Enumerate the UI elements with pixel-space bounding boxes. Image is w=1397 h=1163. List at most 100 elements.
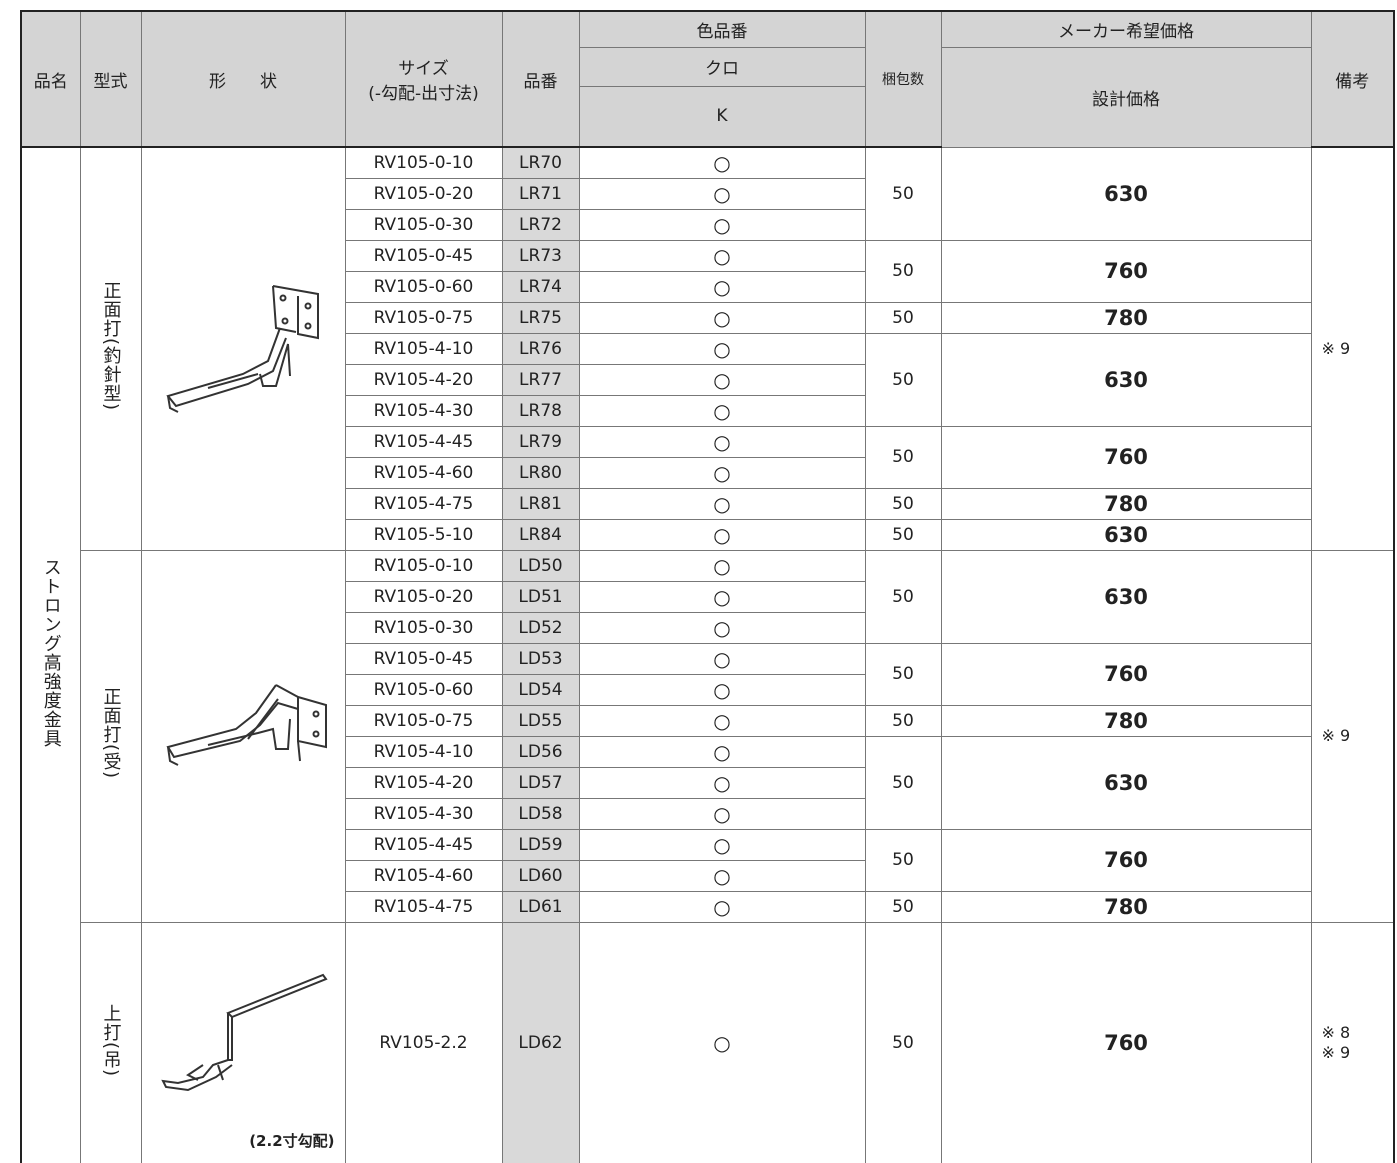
size: RV105-0-60	[344, 673, 503, 706]
size: RV105-0-75	[344, 704, 503, 737]
size: RV105-0-10	[344, 146, 503, 179]
qty: 50	[864, 518, 942, 551]
remarks-cell: ※ 9	[1310, 146, 1395, 551]
row: RV105-0-20 LD51 ○	[21, 580, 1394, 613]
row: RV105-0-30 LD52 ○	[21, 611, 1394, 644]
color-k: ○	[578, 704, 866, 737]
row: RV105-0-20 LR71 ○	[21, 177, 1394, 210]
code: LR77	[501, 363, 580, 396]
size: RV105-0-30	[344, 611, 503, 644]
price: 780	[940, 487, 1312, 520]
price: 760	[940, 425, 1312, 489]
size: RV105-4-60	[344, 859, 503, 892]
header-text: (-勾配-出寸法)	[368, 84, 479, 104]
color-k: ○	[578, 611, 866, 644]
qty: 50	[864, 704, 942, 737]
code: LR75	[501, 301, 580, 334]
code: LR74	[501, 270, 580, 303]
shape-caption: (2.2寸勾配)	[249, 1132, 335, 1150]
row: RV105-0-45 LD53 ○ 50 760	[21, 642, 1394, 706]
size: RV105-4-10	[344, 735, 503, 768]
size: RV105-4-45	[344, 828, 503, 861]
header-cell: メーカー希望価格	[940, 10, 1312, 48]
price: 780	[940, 890, 1312, 923]
row: RV105-4-45 LR79 ○ 50 760	[21, 425, 1394, 489]
header-cell: K	[578, 85, 866, 148]
shape-cell	[140, 146, 346, 551]
size: RV105-4-45	[344, 425, 503, 458]
row: RV105-4-10 LD56 ○ 50 630	[21, 735, 1394, 830]
remarks-cell: ※ 8 ※ 9	[1310, 921, 1395, 1163]
color-k: ○	[578, 642, 866, 675]
qty: 50	[864, 549, 942, 644]
color-k: ○	[578, 146, 866, 179]
size: RV105-4-20	[344, 766, 503, 799]
code: LR71	[501, 177, 580, 210]
code: LD60	[501, 859, 580, 892]
row: RV105-0-60 LR74 ○	[21, 270, 1394, 303]
remark: ※ 9	[1321, 726, 1351, 745]
color-k: ○	[578, 549, 866, 582]
type-cell: 上打(吊)	[79, 921, 142, 1163]
row: RV105-0-60 LD54 ○	[21, 673, 1394, 706]
remark: ※ 8	[1321, 1022, 1351, 1042]
price: 760	[940, 921, 1312, 1163]
color-k: ○	[578, 270, 866, 303]
code: LR84	[501, 518, 580, 551]
code: LD57	[501, 766, 580, 799]
color-k: ○	[578, 828, 866, 861]
product-name: ストロング高強度金具	[40, 558, 62, 748]
price: 630	[940, 332, 1312, 427]
size: RV105-0-45	[344, 642, 503, 675]
size: RV105-4-30	[344, 394, 503, 427]
size: RV105-0-20	[344, 580, 503, 613]
code: LD61	[501, 890, 580, 923]
size: RV105-0-20	[344, 177, 503, 210]
row: RV105-4-20 LD57 ○	[21, 766, 1394, 799]
size: RV105-0-45	[344, 239, 503, 272]
color-k: ○	[578, 177, 866, 210]
size: RV105-0-60	[344, 270, 503, 303]
code: LD53	[501, 642, 580, 675]
size: RV105-0-30	[344, 208, 503, 241]
header-cell: 品番	[501, 10, 580, 148]
code: LR72	[501, 208, 580, 241]
price: 780	[940, 704, 1312, 737]
remarks-cell: ※ 9	[1310, 549, 1395, 923]
row: RV105-4-60 LR80 ○	[21, 456, 1394, 489]
remark: ※ 9	[1321, 1042, 1351, 1062]
header-cell: 型式	[79, 10, 142, 148]
size: RV105-4-10	[344, 332, 503, 365]
shape-cell: (2.2寸勾配)	[140, 921, 346, 1163]
qty: 50	[864, 735, 942, 830]
row: RV105-0-45 LR73 ○ 50 760	[21, 239, 1394, 303]
size: RV105-5-10	[344, 518, 503, 551]
color-k: ○	[578, 766, 866, 799]
size: RV105-2.2	[344, 921, 503, 1163]
qty: 50	[864, 425, 942, 489]
row: RV105-4-45 LD59 ○ 50 760	[21, 828, 1394, 892]
color-k: ○	[578, 890, 866, 923]
row: RV105-4-10 LR76 ○ 50 630	[21, 332, 1394, 427]
code: LR79	[501, 425, 580, 458]
color-k: ○	[578, 425, 866, 458]
row: 正面打(受) RV105-0-10 LD50 ○ 50 630 ※ 9	[21, 549, 1395, 923]
shape-drawing	[142, 669, 344, 804]
row: RV105-4-75 LD61 ○ 50 780	[21, 890, 1394, 923]
color-k: ○	[578, 518, 866, 551]
type-cell: 正面打(釣針型)	[79, 146, 142, 551]
row: RV105-4-60 LD60 ○	[21, 859, 1394, 892]
row: ストロング高強度金具 正面打(釣針型) RV105-0-10 LR70 ○ 50 630 ※ …	[20, 146, 1395, 1163]
price: 760	[940, 828, 1312, 892]
price: 630	[940, 518, 1312, 551]
type: 正面打(受)	[100, 687, 122, 780]
row: RV105-5-10 LR84 ○ 50 630	[21, 518, 1394, 551]
type: 正面打(釣針型)	[100, 281, 122, 412]
color-k: ○	[578, 673, 866, 706]
table-body: ストロング高強度金具 正面打(釣針型) RV105-0-10 LR70 ○ 50 630 ※ …	[20, 146, 1395, 1163]
header-text: サイズ	[398, 59, 449, 79]
color-k: ○	[578, 208, 866, 241]
code: LR76	[501, 332, 580, 365]
color-k: ○	[578, 456, 866, 489]
size: RV105-4-75	[344, 890, 503, 923]
